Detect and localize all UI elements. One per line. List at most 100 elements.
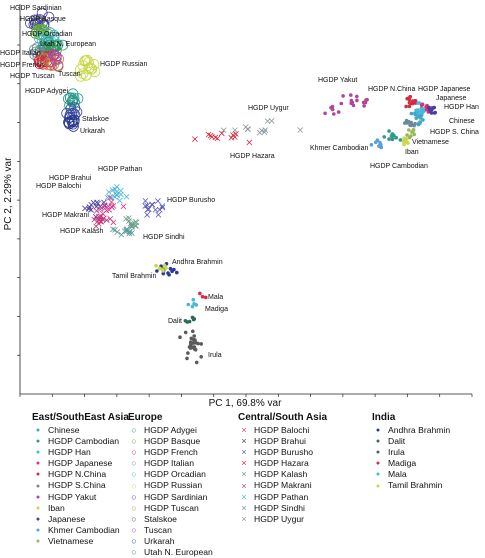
data-point (123, 228, 130, 234)
data-point (86, 204, 93, 210)
data-point (230, 132, 236, 139)
data-point (429, 111, 434, 115)
data-point (369, 143, 374, 147)
data-point (45, 43, 57, 54)
circle-marker-icon: ○ (131, 513, 137, 524)
legend-label: Madiga (388, 458, 417, 469)
data-point (133, 219, 140, 226)
legend-label: Andhra Brahmin (388, 425, 451, 435)
data-point (246, 139, 253, 146)
data-point (116, 197, 123, 204)
legend-item: ● HGDP S.China (32, 480, 129, 491)
legend-label: HGDP Italian (144, 458, 194, 469)
data-point (25, 17, 36, 29)
data-point (351, 103, 356, 108)
legend-item: × HGDP Balochi (238, 425, 327, 436)
data-point (232, 131, 239, 137)
data-point (419, 103, 424, 108)
data-point (167, 273, 171, 277)
legend-label: HGDP Uygur (254, 513, 304, 524)
data-point (63, 93, 74, 105)
data-point (405, 133, 409, 137)
point-label: HGDP Uygur (248, 105, 289, 112)
legend-item: ○ HGDP French (128, 447, 213, 458)
x-marker-icon: × (241, 458, 247, 469)
legend-item: ○ HGDP Tuscan (128, 503, 213, 514)
legend-label: Iban (48, 502, 65, 513)
legend-label: Irula (388, 447, 405, 458)
point-label: HGDP Orcadian (22, 31, 73, 38)
legend-group-title: Europe (128, 412, 163, 423)
circle-marker-icon: ○ (131, 524, 137, 535)
point-label: Tamil Brahmin (112, 273, 156, 280)
point-label: Japanese (436, 95, 466, 102)
data-point (154, 198, 161, 204)
data-point (33, 23, 45, 35)
data-point (191, 341, 196, 345)
circle-marker-icon: ○ (131, 425, 137, 436)
point-label: HGDP French (0, 62, 44, 69)
point-label: Irula (208, 352, 222, 359)
point-label: HGDP Kalash (60, 228, 104, 235)
legend-item: ● Khmer Cambodian (32, 525, 129, 536)
data-point (220, 127, 227, 134)
legend-item: ● Tamil Brahmin (372, 480, 450, 491)
data-point (112, 194, 118, 200)
legend-label: HGDP S.China (48, 480, 106, 491)
dot-marker-icon: ● (35, 449, 41, 457)
data-point (349, 98, 354, 103)
x-axis-title: PC 1, 69.8% var (209, 398, 282, 409)
legend-item: ○ HGDP Basque (128, 436, 213, 447)
data-point (204, 295, 208, 300)
data-point (113, 189, 120, 195)
legend-label: HGDP Adygei (144, 425, 197, 435)
data-point (63, 118, 75, 130)
point-label: HGDP Pathan (98, 166, 142, 173)
data-point (194, 341, 198, 345)
data-point (101, 205, 108, 212)
data-point (379, 142, 383, 147)
data-point (68, 116, 80, 128)
data-point (66, 96, 78, 108)
legend-item: ● HGDP Han (32, 447, 129, 458)
legend-item: ● HGDP Japanese (32, 458, 129, 469)
dot-marker-icon: ● (35, 526, 41, 534)
data-point (407, 128, 411, 132)
data-point (297, 127, 304, 133)
data-point (409, 120, 414, 125)
data-point (355, 98, 359, 103)
data-point (108, 199, 115, 205)
point-label: Tuscan (58, 71, 81, 78)
data-point (105, 203, 112, 210)
legend-label: Chinese (48, 425, 80, 435)
legend-item: × HGDP Brahui (238, 436, 327, 447)
data-point (144, 211, 151, 218)
data-point (77, 60, 89, 71)
data-point (126, 218, 132, 224)
data-point (218, 130, 225, 137)
data-point (192, 302, 196, 306)
legend-item: ● HGDP Yakut (32, 492, 129, 503)
data-point (192, 334, 196, 338)
circle-marker-icon: ○ (131, 436, 137, 447)
legend-item: ○ HGDP Sardinian (128, 492, 213, 503)
legend-label: HGDP Balochi (254, 425, 310, 435)
data-point (185, 356, 189, 361)
dot-marker-icon: ● (35, 515, 41, 523)
data-point (363, 100, 368, 105)
circle-marker-icon: ○ (131, 480, 137, 491)
data-point (109, 187, 116, 193)
legend-item: ○ HGDP Orcadian (128, 469, 213, 480)
data-point (407, 104, 412, 109)
legend-item: ● Dalit (372, 436, 450, 447)
legend-label: Dalit (388, 436, 406, 447)
data-point (185, 320, 190, 324)
data-point (413, 111, 417, 116)
data-point (161, 269, 165, 273)
circle-marker-icon: ○ (131, 547, 137, 558)
data-point (410, 130, 414, 134)
data-point (110, 226, 116, 233)
legend-item: ○ Utah N. European (128, 547, 213, 558)
dot-marker-icon: ● (35, 537, 41, 545)
x-marker-icon: × (241, 447, 247, 458)
